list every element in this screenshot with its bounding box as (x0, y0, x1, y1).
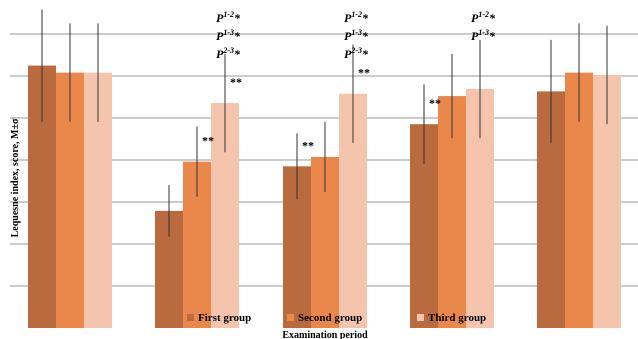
p-value-label: P1-2* (216, 10, 241, 25)
p-value-label: P1-3* (471, 28, 496, 43)
legend-swatch (187, 314, 194, 321)
significance-label: ** (302, 138, 314, 152)
p-value-label: P1-3* (216, 28, 241, 43)
legend-swatch (417, 314, 424, 321)
p-value-label: P2-3* (216, 46, 241, 61)
p-value-label: P1-2* (471, 10, 496, 25)
significance-label: ** (202, 134, 214, 148)
legend-swatch (287, 314, 294, 321)
legend-label: Second group (298, 312, 362, 324)
p-value-label: P1-3* (344, 28, 369, 43)
p-annotations: P1-2* P1-3* P2-3* P1-2* P1-3* P2-3* P1-2* P1-3* (216, 10, 496, 61)
p-value-label: P1-2* (344, 10, 369, 25)
legend-label: First group (198, 312, 251, 324)
legend-label: Third group (428, 312, 486, 324)
legend: First group Second group Third group (187, 312, 486, 324)
significance-label: ** (358, 66, 370, 80)
significance-label: ** (230, 75, 242, 89)
significance-marks: ** ** ** ** ** (202, 66, 441, 153)
x-axis-label: Examination period (282, 330, 368, 339)
p-value-label: P2-3* (344, 46, 369, 61)
bars (28, 65, 621, 329)
significance-label: ** (429, 96, 441, 110)
y-axis-label: Lequesne index, score, M±σ (10, 118, 21, 237)
error-bars (41, 9, 608, 237)
